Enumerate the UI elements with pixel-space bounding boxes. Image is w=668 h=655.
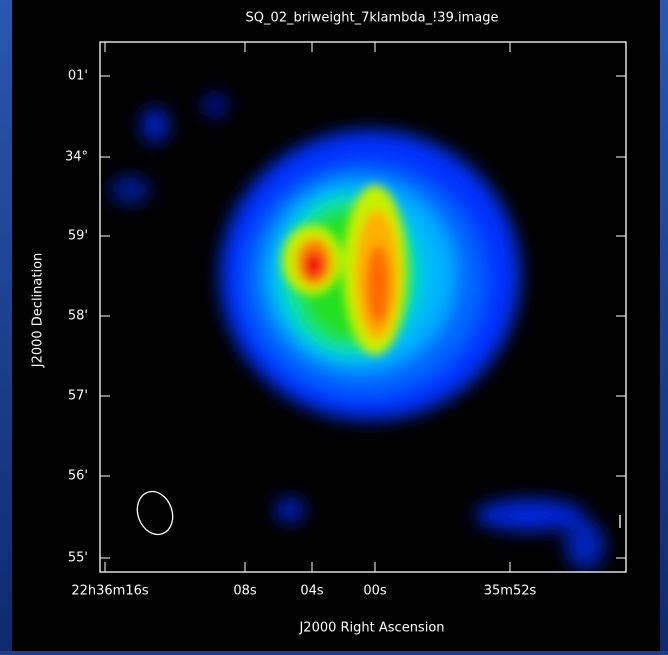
x-tick-label: 35m52s (484, 584, 537, 599)
x-tick-label: 08s (233, 584, 257, 599)
y-tick-label: 58' (68, 309, 88, 324)
y-axis-label: J2000 Declination (31, 253, 46, 369)
y-tick-label: 59' (68, 229, 88, 244)
y-tick-label: 01' (68, 69, 88, 84)
x-tick-label: 22h36m16s (71, 584, 149, 599)
x-tick-label: 04s (300, 584, 324, 599)
y-tick-label: 34° (65, 150, 88, 165)
figure: SQ_02_briweight_7klambda_!39.image J2000… (0, 0, 668, 651)
y-tick-label: 56' (68, 469, 88, 484)
title: SQ_02_briweight_7klambda_!39.image (246, 11, 499, 26)
x-axis-label: J2000 Right Ascension (298, 621, 444, 636)
y-tick-label: 55' (68, 551, 88, 566)
x-tick-label: 00s (363, 584, 387, 599)
y-tick-label: 57' (68, 389, 88, 404)
